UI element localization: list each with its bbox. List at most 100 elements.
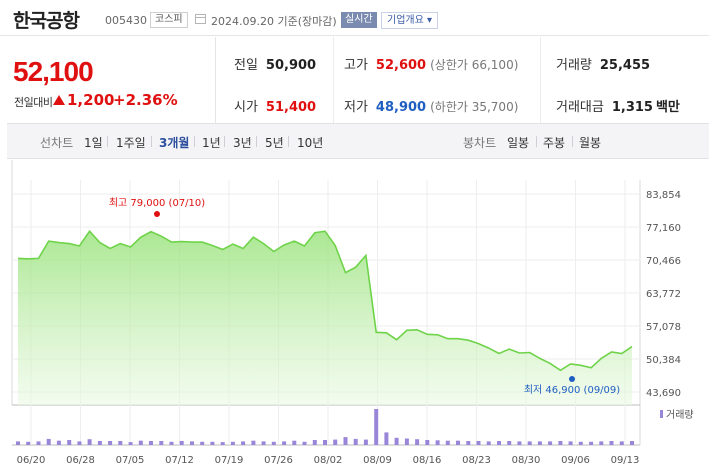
volume-bar xyxy=(527,441,532,445)
period-separator xyxy=(194,136,195,147)
volume-bar xyxy=(46,438,51,445)
period-separator xyxy=(572,136,573,147)
period-3y[interactable]: 3년 xyxy=(233,136,252,150)
volume-bar xyxy=(220,442,225,445)
stat-label: 전일 xyxy=(234,58,258,73)
volume-bar xyxy=(67,440,72,445)
volume-bar xyxy=(97,441,102,445)
period-3m[interactable]: 3개월 xyxy=(159,136,190,150)
volume-bar xyxy=(353,438,358,445)
x-tick-label: 09/13 xyxy=(611,455,640,466)
up-triangle-icon xyxy=(53,95,65,105)
volume-bar xyxy=(537,441,542,445)
volume-bar xyxy=(302,441,307,445)
x-tick-label: 07/26 xyxy=(264,455,293,466)
volume-bar xyxy=(486,441,491,445)
high-marker xyxy=(154,211,160,217)
volume-bar xyxy=(138,440,143,445)
volume-bar xyxy=(384,432,389,445)
y-tick-label: 83,854 xyxy=(646,190,681,201)
low-annotation: 최저 46,900 (09/09) xyxy=(524,384,620,396)
realtime-button[interactable]: 실시간 xyxy=(341,12,377,28)
y-tick-label: 57,078 xyxy=(646,322,681,333)
x-tick-label: 07/12 xyxy=(165,455,194,466)
y-tick-label: 50,384 xyxy=(646,355,681,366)
volume-bar xyxy=(118,441,123,445)
volume-bar xyxy=(56,440,61,445)
stat-unit: 백만 xyxy=(655,100,680,115)
price-chart[interactable]: 83,854 77,160 70,466 63,772 57,078 50,384 43,6… xyxy=(0,160,709,472)
period-5y[interactable]: 5년 xyxy=(265,136,284,150)
volume-bar xyxy=(210,441,215,445)
change-percent: +2.36% xyxy=(113,91,178,109)
volume-bar xyxy=(507,441,512,445)
stock-header: 한국공항 005430 코스피 2024.09.20 기준(장마감) 실시간 기… xyxy=(0,0,709,36)
stat-volume: 거래량 25,455 xyxy=(556,54,650,73)
stat-label: 시가 xyxy=(234,100,258,115)
period-10y[interactable]: 10년 xyxy=(297,136,324,150)
volume-bar xyxy=(415,439,420,445)
volume-bar xyxy=(169,441,174,445)
period-separator xyxy=(224,136,225,147)
volume-bar xyxy=(149,441,153,445)
volume-bar xyxy=(435,440,440,445)
stat-value: 51,400 xyxy=(265,100,317,115)
x-tick-label: 08/23 xyxy=(462,455,491,466)
stat-trade-amount: 거래대금 1,315 백만 xyxy=(556,96,680,115)
period-1y[interactable]: 1년 xyxy=(202,136,221,150)
y-tick-label: 63,772 xyxy=(646,289,681,300)
volume-bar xyxy=(619,441,624,445)
period-1w[interactable]: 1주일 xyxy=(116,136,146,150)
volume-bar xyxy=(179,441,184,445)
volume-bar xyxy=(445,440,450,445)
stat-label: 거래량 xyxy=(556,58,592,73)
stat-value: 50,900 xyxy=(265,58,317,73)
period-separator xyxy=(288,136,289,147)
volume-bar xyxy=(87,439,92,445)
volume-bar xyxy=(26,441,31,445)
volume-bar xyxy=(159,441,164,445)
change-value: 1,200 xyxy=(67,91,115,109)
volume-bar xyxy=(77,441,82,445)
volume-bar xyxy=(568,441,573,445)
volume-bar xyxy=(261,441,266,445)
stat-open: 시가 51,400 xyxy=(234,96,316,115)
high-annotation: 최고 79,000 (07/10) xyxy=(109,197,205,209)
stat-prev-close: 전일 50,900 xyxy=(234,54,316,73)
stock-code: 005430 xyxy=(105,14,147,27)
period-separator xyxy=(107,136,108,147)
volume-legend-swatch xyxy=(660,410,663,418)
volume-bar xyxy=(404,438,409,445)
volume-bar xyxy=(609,441,614,445)
volume-bar xyxy=(241,441,246,445)
stats-divider xyxy=(333,37,334,123)
period-separator xyxy=(256,136,257,147)
stats-divider xyxy=(540,37,541,123)
volume-bar xyxy=(425,440,430,445)
candle-chart-label: 봉차트 xyxy=(463,136,497,150)
volume-bar xyxy=(589,441,594,445)
volume-bar xyxy=(374,409,379,445)
volume-bar xyxy=(36,441,41,445)
x-tick-label: 07/19 xyxy=(215,455,244,466)
candle-weekly[interactable]: 주봉 xyxy=(543,136,566,150)
volume-bar xyxy=(312,440,317,445)
period-separator xyxy=(536,136,537,147)
candle-daily[interactable]: 일봉 xyxy=(507,136,530,150)
x-tick-label: 09/06 xyxy=(561,455,590,466)
volume-bar xyxy=(230,441,235,445)
upper-limit: (상한가 66,100) xyxy=(430,58,519,72)
price-line xyxy=(17,229,633,372)
company-info-dropdown[interactable]: 기업개요 ▾ xyxy=(381,12,438,29)
volume-bar xyxy=(333,439,338,445)
line-chart-label: 선차트 xyxy=(40,136,74,150)
volume-legend-label: 거래량 xyxy=(666,409,694,421)
candle-monthly[interactable]: 월봉 xyxy=(579,136,602,150)
volume-bar xyxy=(599,441,604,445)
price-summary: 52,100 전일대비 1,200 +2.36% xyxy=(0,37,215,123)
chart-period-bar: 선차트 1일 1주일 3개월 1년 3년 5년 10년 봉차트 일봉 주봉 월봉 xyxy=(7,123,709,159)
period-1d[interactable]: 1일 xyxy=(84,136,103,150)
volume-bar xyxy=(16,441,20,445)
price-stats: 전일 50,900 고가 52,600 (상한가 66,100) 거래량 25,455 … xyxy=(215,37,709,123)
y-tick-label: 43,690 xyxy=(646,388,681,399)
